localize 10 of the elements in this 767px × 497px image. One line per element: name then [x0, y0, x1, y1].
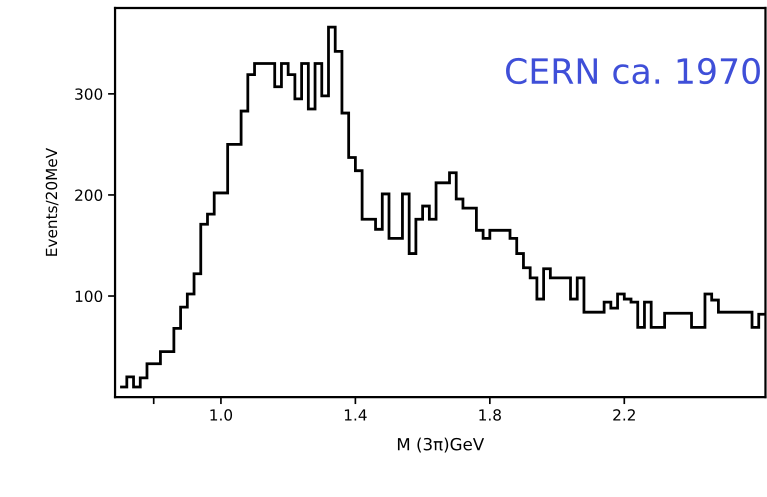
y-tick-label: 300: [75, 88, 102, 100]
x-axis-title: M (3π)GeV: [398, 438, 484, 452]
y-tick-label: 200: [75, 189, 102, 201]
y-tick-label: 100: [76, 290, 102, 302]
x-tick-label: 1.4: [344, 409, 367, 421]
y-axis-title: Events/20MeV: [46, 148, 58, 256]
x-tick-label: 2.2: [613, 409, 635, 421]
annotation: CERN ca. 1970: [506, 58, 760, 84]
x-tick-label: 1.0: [210, 409, 232, 421]
x-tick-label: 1.8: [479, 409, 501, 421]
